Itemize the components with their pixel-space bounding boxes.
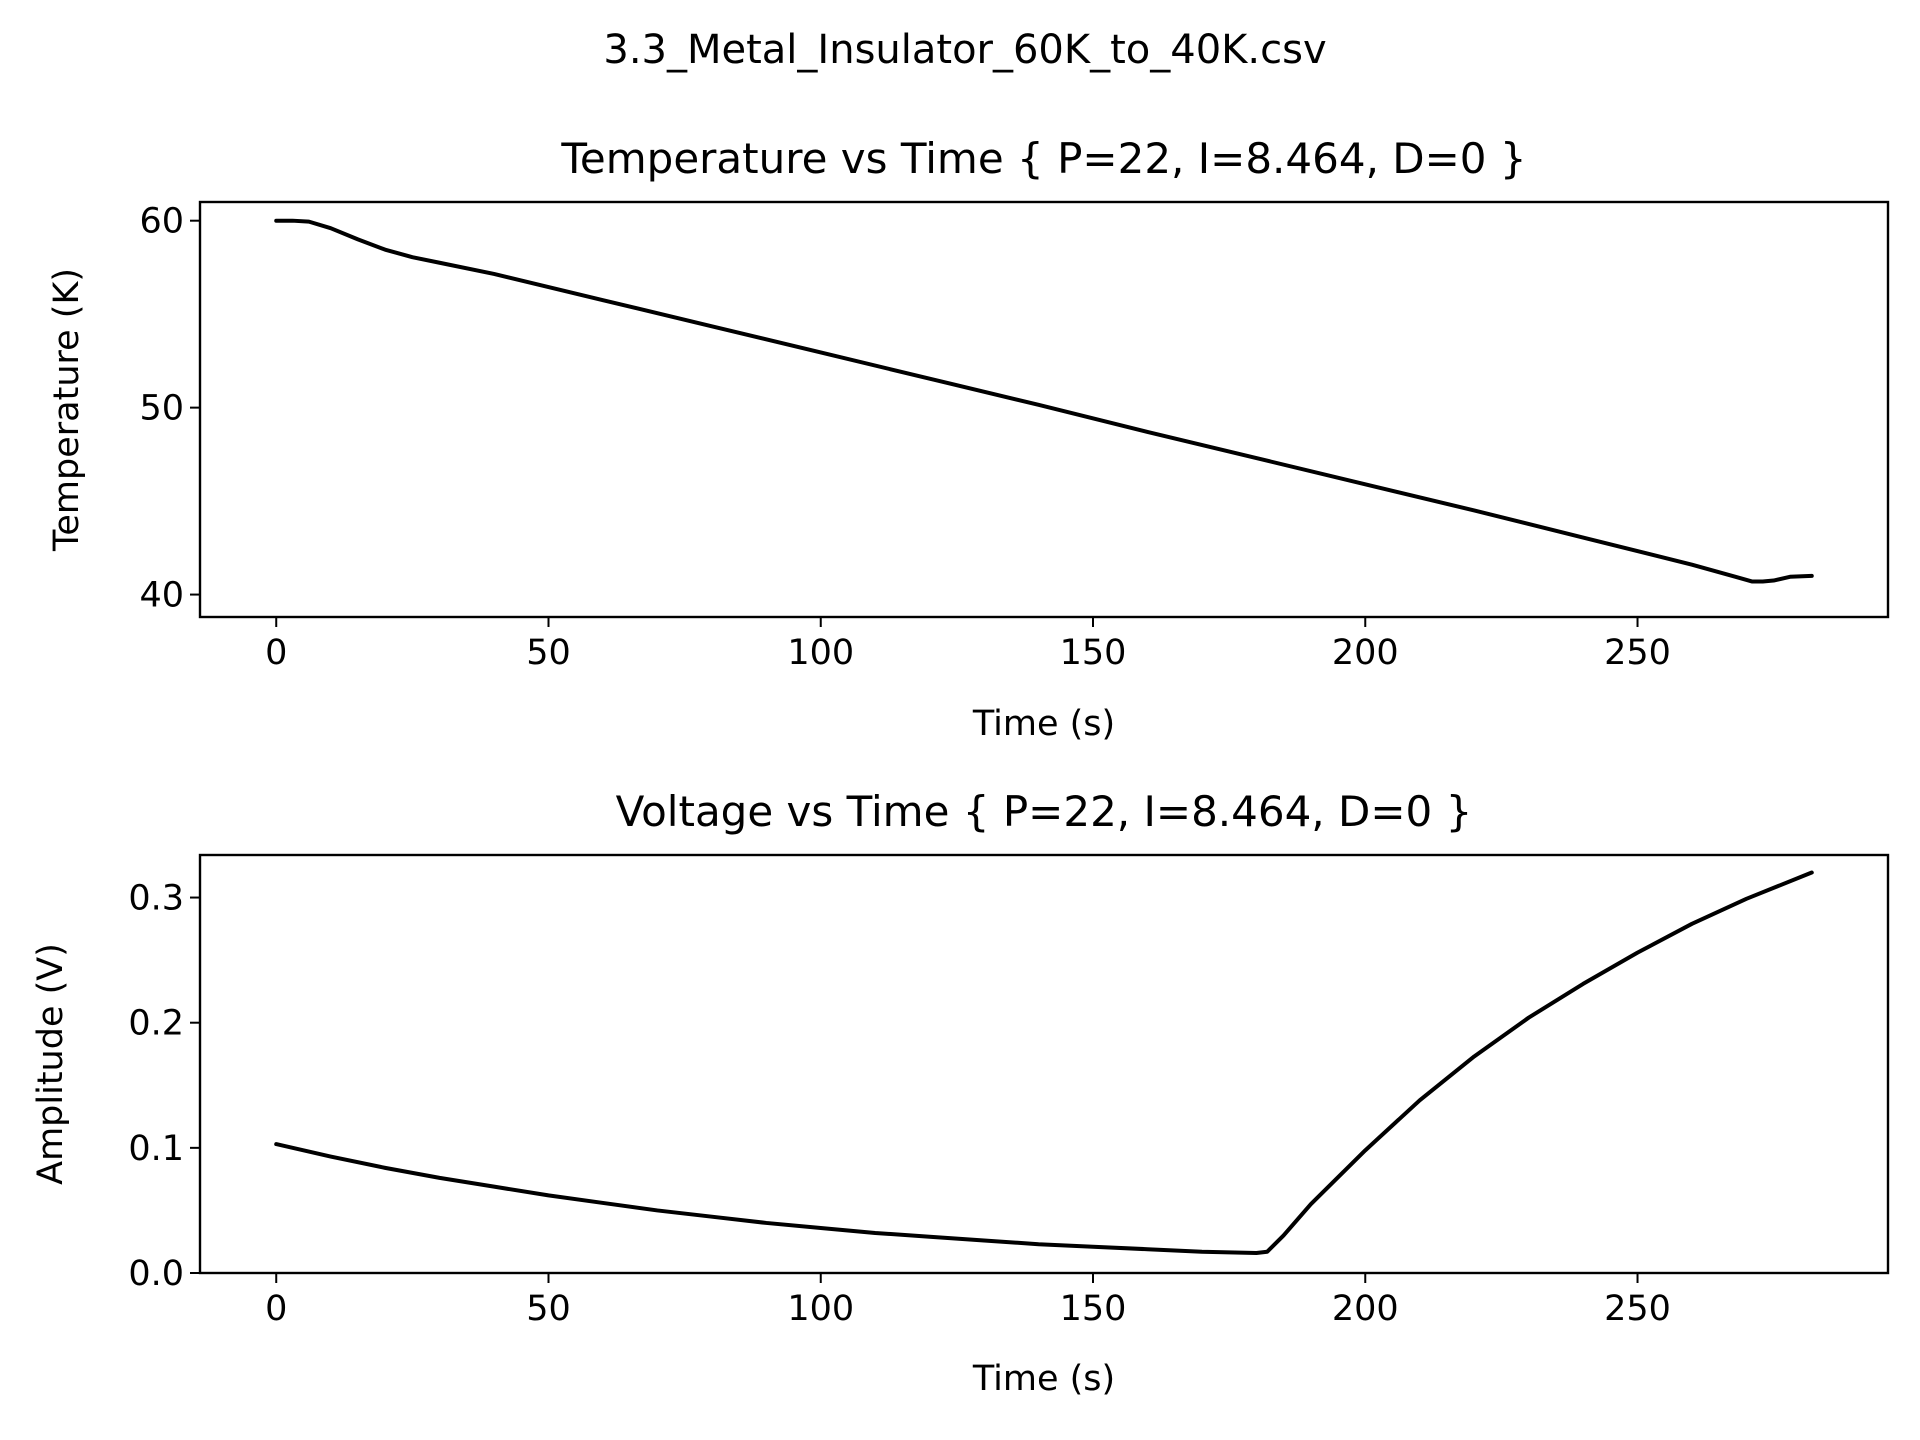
x-tick-label: 200 [1332, 633, 1399, 673]
axes-frame [198, 853, 1890, 1275]
y-axis-label: Amplitude (V) [31, 943, 71, 1185]
x-tick-label: 250 [1604, 1289, 1671, 1329]
x-tick-label: 50 [526, 1289, 571, 1329]
x-tick-label: 100 [787, 1289, 854, 1329]
y-tick-label: 0.3 [128, 879, 184, 919]
x-tick-label: 0 [265, 1289, 287, 1329]
y-tick-label: 60 [139, 202, 184, 242]
x-tick-label: 0 [265, 633, 287, 673]
y-tick-label: 0.2 [128, 1004, 184, 1044]
figure-suptitle: 3.3_Metal_Insulator_60K_to_40K.csv [603, 27, 1326, 73]
series-line-0 [274, 218, 1814, 584]
x-tick-label: 150 [1060, 633, 1127, 673]
y-tick-label: 0.1 [128, 1129, 184, 1169]
axes-frame [198, 200, 1890, 619]
y-tick-label: 0.0 [128, 1254, 184, 1294]
series-line-0 [274, 870, 1814, 1255]
temperature-panel: 0 50 100 150 200 250 40 50 60 Temperature vs Time… [47, 134, 1890, 744]
x-tick-label: 150 [1060, 1289, 1127, 1329]
x-tick-label: 100 [787, 633, 854, 673]
y-tick-label: 50 [139, 389, 184, 429]
y-axis-label: Temperature (K) [47, 268, 87, 552]
chart-title: Voltage vs Time { P=22, I=8.464, D=0 } [616, 787, 1473, 836]
voltage-panel: 0 50 100 150 200 250 0.0 0.1 0.2 0.3 Voltage vs Ti… [31, 787, 1890, 1399]
x-tick-label: 200 [1332, 1289, 1399, 1329]
x-axis-label: Time (s) [972, 704, 1115, 744]
chart-title: Temperature vs Time { P=22, I=8.464, D=0… [560, 134, 1526, 183]
y-tick-label: 40 [139, 576, 184, 616]
x-tick-label: 250 [1604, 633, 1671, 673]
x-tick-label: 50 [526, 633, 571, 673]
x-axis-label: Time (s) [972, 1359, 1115, 1399]
